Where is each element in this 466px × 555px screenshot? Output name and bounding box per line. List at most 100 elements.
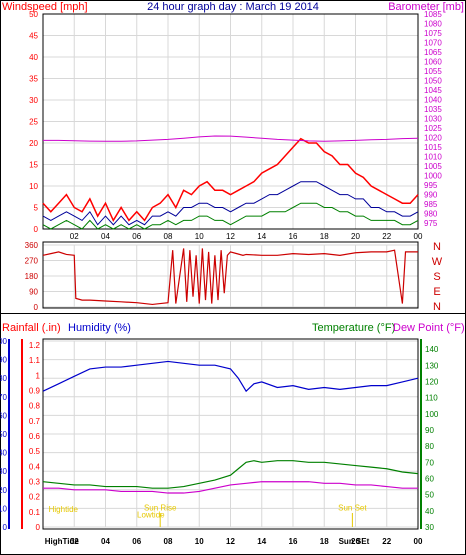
sun-tide-annotation: Hightide	[49, 505, 79, 514]
humidity-tick: 100	[0, 337, 8, 346]
humidity-tick: 0	[3, 523, 8, 532]
temperature-tick: 100	[425, 410, 439, 419]
barometer-tick: 1015	[424, 143, 442, 152]
wind-left-tick: 5	[34, 204, 39, 213]
dir-left-tick: 270	[25, 257, 39, 266]
wind-x-tick: 10	[195, 232, 204, 241]
wind-x-tick: 06	[132, 232, 141, 241]
rain-x-tick: 18	[320, 537, 329, 546]
temperature-tick: 40	[425, 507, 434, 516]
rain-tick: 1.2	[29, 341, 41, 350]
wind-x-tick: 14	[257, 232, 266, 241]
humidity-tick: 60	[0, 411, 8, 420]
temperature-tick: 70	[425, 458, 434, 467]
rain-x-tick: 02	[70, 537, 79, 546]
temperature-tick: 60	[425, 474, 434, 483]
bottom-event-label: HighTide	[45, 537, 80, 546]
humidity-tick: 20	[0, 486, 8, 495]
windspeed-label: Windspeed [mph]	[2, 1, 88, 13]
barometer-tick: 985	[424, 200, 438, 209]
temperature-tick: 50	[425, 491, 434, 500]
temperature-tick: 130	[425, 361, 439, 370]
humidity-label: Humidity (%)	[68, 322, 131, 334]
rain-x-tick: 10	[195, 537, 204, 546]
bottom-event-label: Sun SEt	[339, 537, 370, 546]
rain-panel-frame	[42, 338, 419, 530]
wind-panel-frame	[42, 13, 419, 230]
barometer-tick: 1075	[424, 29, 442, 38]
barometer-tick: 1060	[424, 58, 442, 67]
wind-left-tick: 0	[34, 225, 39, 234]
rain-tick: 0	[36, 523, 41, 532]
barometer-tick: 1065	[424, 48, 442, 57]
temperature-line	[42, 460, 419, 489]
wind-x-tick: 22	[382, 232, 391, 241]
barometer-tick: 1045	[424, 86, 442, 95]
temperature-tick: 30	[425, 523, 434, 532]
wind-left-tick: 20	[29, 139, 38, 148]
wind-left-tick: 30	[29, 96, 38, 105]
sun-tide-annotation: Lowtide	[137, 511, 165, 520]
barometer-label: Barometer [mb]	[388, 1, 464, 13]
rain-x-tick: 14	[257, 537, 266, 546]
humidity-tick: 70	[0, 393, 8, 402]
rain-x-tick: 12	[226, 537, 235, 546]
wind-left-tick: 25	[29, 118, 38, 127]
rain-tick: 0.1	[29, 508, 41, 517]
direction-label: W	[432, 256, 443, 268]
rain-tick: 0.9	[29, 387, 41, 396]
temperature-tick: 90	[425, 426, 434, 435]
wind-x-tick: 04	[101, 232, 110, 241]
barometer-tick: 1010	[424, 153, 442, 162]
barometer-tick: 1020	[424, 134, 442, 143]
wind-left-tick: 15	[29, 161, 38, 170]
rain-tick: 0.2	[29, 493, 41, 502]
wind-barometer-panel: Windspeed [mph] 24 hour graph day : Marc…	[2, 1, 464, 241]
humidity-tick: 10	[0, 504, 8, 513]
barometer-tick: 995	[424, 181, 438, 190]
dewpoint-line	[43, 481, 418, 494]
gust-line	[42, 137, 419, 223]
barometer-tick: 980	[424, 210, 438, 219]
wind-x-tick: 12	[226, 232, 235, 241]
dir-left-tick: 90	[29, 288, 38, 297]
wind-x-tick: 02	[70, 232, 79, 241]
rain-tick: 0.3	[29, 478, 41, 487]
barometer-tick: 1035	[424, 105, 442, 114]
wind_avg-line	[42, 181, 419, 226]
wind-x-tick: 20	[351, 232, 360, 241]
sun-tide-annotation: Sun Set	[338, 503, 367, 512]
wind-x-tick: 18	[320, 232, 329, 241]
barometer-tick: 975	[424, 219, 438, 228]
rain-tick: 0.8	[29, 402, 41, 411]
barometer-tick: 1040	[424, 96, 442, 105]
barometer-tick: 1080	[424, 20, 442, 29]
rain-tick: 0.5	[29, 447, 41, 456]
temperature-label: Temperature (°F)	[312, 322, 395, 334]
wind-left-tick: 40	[29, 53, 38, 62]
temperature-tick: 110	[425, 394, 438, 403]
chart-title: 24 hour graph day : March 19 2014	[147, 1, 319, 13]
temperature-tick: 80	[425, 442, 434, 451]
dewpoint-label: Dew Point (°F)	[393, 322, 465, 334]
rainfall-label: Rainfall (.in)	[2, 322, 61, 334]
rain-x-tick: 00	[414, 537, 423, 546]
barometer-tick: 1005	[424, 162, 442, 171]
direction-panel-frame	[42, 241, 419, 309]
barometer-line	[43, 135, 419, 142]
humidity-tick: 40	[0, 449, 8, 458]
humidity-tick: 80	[0, 374, 8, 383]
rain-x-tick: 04	[101, 537, 110, 546]
barometer-tick: 1070	[424, 39, 442, 48]
barometer-tick: 1085	[424, 10, 442, 19]
barometer-tick: 1050	[424, 77, 442, 86]
dir-left-tick: 360	[25, 241, 39, 250]
rain-x-tick: 20	[351, 537, 360, 546]
humidity-tick: 30	[0, 467, 8, 476]
rain-tick: 1	[36, 371, 41, 380]
wind-left-tick: 50	[29, 10, 38, 19]
barometer-tick: 1025	[424, 124, 442, 133]
sun-tide-annotation: Sun Rise	[144, 503, 177, 512]
